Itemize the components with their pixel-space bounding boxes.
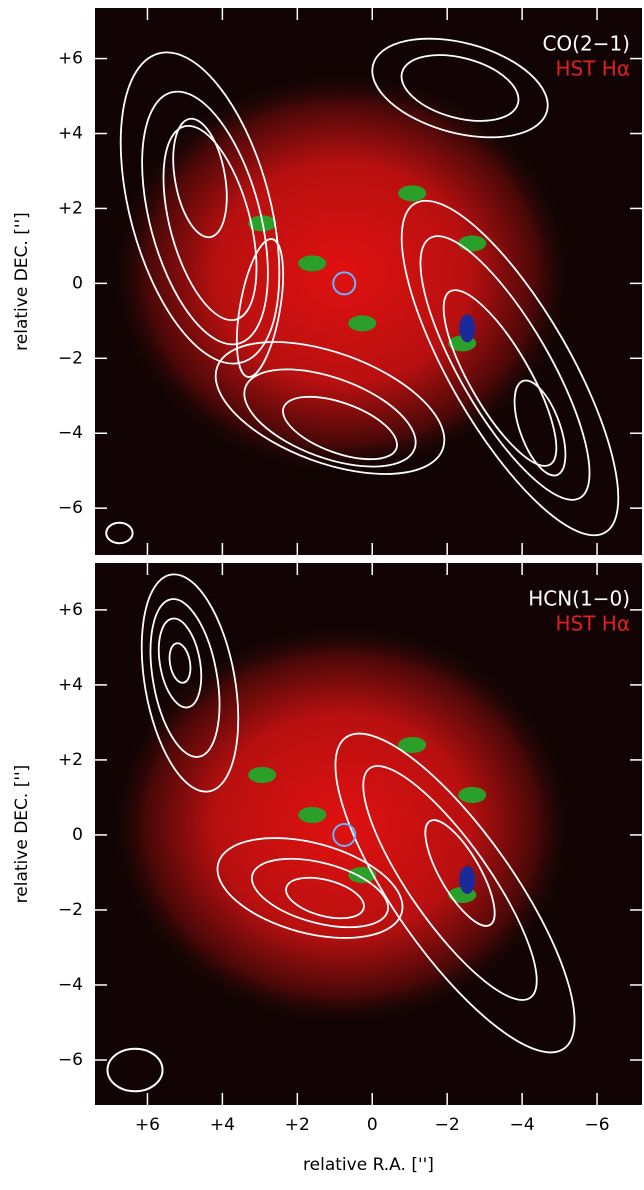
nucleus-marker <box>332 822 357 847</box>
contour <box>235 238 285 378</box>
y-tick-label: −6 <box>58 498 83 518</box>
legend-entry: HCN(1−0) <box>528 587 630 611</box>
y-axis-label: relative DEC. [''] <box>12 765 32 904</box>
contour <box>371 37 549 139</box>
x-tick-label: +4 <box>210 1115 235 1135</box>
contour <box>282 395 398 461</box>
blue-knot <box>459 314 476 343</box>
y-tick-label: 0 <box>72 273 83 293</box>
green-knot <box>348 315 377 332</box>
beam <box>105 521 134 545</box>
contour <box>251 857 389 929</box>
y-tick-label: 0 <box>72 825 83 845</box>
green-knot <box>458 786 487 803</box>
contour <box>513 379 567 477</box>
contour <box>216 837 404 939</box>
contour <box>168 642 192 684</box>
contour <box>214 341 446 475</box>
y-tick-label: +4 <box>58 124 83 144</box>
x-tick-label: −2 <box>435 1115 460 1135</box>
x-tick-label: +2 <box>285 1115 310 1135</box>
green-knot <box>298 255 327 272</box>
contour <box>442 289 558 467</box>
legend-entry: CO(2−1) <box>542 32 630 56</box>
y-tick-label: −4 <box>58 423 83 443</box>
contour <box>157 617 203 709</box>
x-tick-label: 0 <box>367 1115 378 1135</box>
y-tick-label: +6 <box>58 600 83 620</box>
blue-knot <box>459 865 476 894</box>
y-tick-label: −6 <box>58 1050 83 1070</box>
contour <box>400 54 520 122</box>
x-tick-label: −4 <box>510 1115 535 1135</box>
y-tick-label: −2 <box>58 900 83 920</box>
contour <box>140 573 240 793</box>
contours <box>140 573 576 1054</box>
contour <box>243 368 417 468</box>
nucleus-marker <box>332 271 357 296</box>
contour <box>172 117 228 239</box>
y-tick-label: +2 <box>58 750 83 770</box>
legend-entry: HST Hα <box>555 612 630 636</box>
legend-entry: HST Hα <box>555 57 630 81</box>
contour <box>419 235 591 501</box>
contour <box>424 819 496 927</box>
green-knot <box>348 866 377 883</box>
contour <box>162 124 258 322</box>
y-tick-label: −4 <box>58 975 83 995</box>
contour <box>141 90 269 346</box>
contours <box>119 37 620 537</box>
contour <box>285 876 365 920</box>
green-knot <box>248 766 277 783</box>
x-axis-label: relative R.A. [''] <box>303 1155 434 1175</box>
x-tick-label: +6 <box>135 1115 160 1135</box>
y-tick-label: +6 <box>58 49 83 69</box>
y-axis-label: relative DEC. [''] <box>12 212 32 351</box>
beam <box>106 1047 164 1093</box>
green-knot <box>458 235 487 252</box>
contour <box>334 732 576 1054</box>
x-tick-label: −6 <box>585 1115 610 1135</box>
contour <box>362 765 538 1001</box>
y-tick-label: +4 <box>58 675 83 695</box>
green-knot <box>398 185 427 202</box>
contour <box>149 598 221 758</box>
y-tick-label: −2 <box>58 348 83 368</box>
green-knot <box>398 736 427 753</box>
green-knot <box>298 806 327 823</box>
contour <box>400 199 620 537</box>
y-tick-label: +2 <box>58 198 83 218</box>
contour <box>119 51 281 365</box>
